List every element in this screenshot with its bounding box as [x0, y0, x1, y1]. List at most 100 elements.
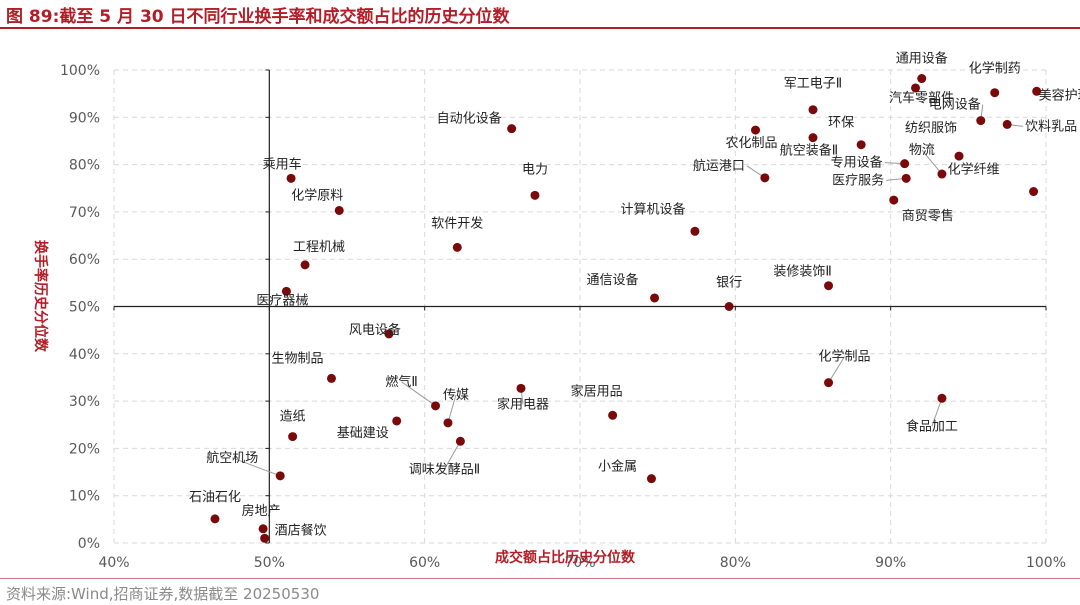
data-label: 电力: [522, 162, 548, 177]
y-axis-label: 换手率历史分位数: [32, 240, 49, 353]
data-point: [690, 226, 700, 236]
data-point: [443, 418, 453, 428]
data-label: 软件开发: [431, 215, 483, 231]
data-point: [288, 432, 298, 442]
data-label: 化学制药: [969, 61, 1021, 77]
x-tick-label: 50%: [254, 555, 285, 571]
data-point: [937, 169, 947, 179]
leader-line: [931, 398, 943, 427]
y-tick-label: 60%: [69, 252, 100, 268]
data-point: [384, 329, 394, 339]
data-point: [286, 173, 296, 183]
y-tick-label: 100%: [60, 63, 100, 79]
data-label: 专用设备: [831, 155, 883, 171]
data-label: 小金属: [598, 459, 637, 475]
data-label: 军工电子Ⅱ: [784, 77, 842, 92]
leader-line: [401, 381, 436, 407]
data-point: [856, 140, 866, 150]
data-point: [976, 116, 986, 126]
x-tick-label: 100%: [1026, 555, 1066, 571]
leader-line: [232, 457, 281, 477]
title-rule: [0, 27, 1080, 29]
data-point: [1029, 187, 1039, 197]
data-label: 家用电器: [497, 396, 549, 412]
y-tick-label: 10%: [69, 489, 100, 505]
data-label: 航运港口: [693, 158, 745, 174]
leader-lines: [232, 104, 1024, 477]
x-tick-label: 40%: [98, 555, 129, 571]
y-tick-label: 40%: [69, 347, 100, 363]
figure-title: 图 89:截至 5 月 30 日不同行业换手率和成交额占比的历史分位数: [6, 7, 510, 27]
data-label: 医疗服务: [832, 172, 884, 188]
data-label: 燃气Ⅱ: [385, 374, 417, 390]
data-point: [1002, 119, 1012, 129]
data-point: [452, 242, 462, 252]
data-point: [334, 205, 344, 215]
data-points: [210, 74, 1042, 543]
data-label: 乘用车: [263, 156, 302, 172]
y-tick-label: 80%: [69, 158, 100, 174]
data-point: [530, 190, 540, 200]
data-label: 美容护理: [1039, 87, 1080, 103]
data-label: 通信设备: [587, 272, 639, 288]
data-label: 基础建设: [337, 426, 389, 441]
data-label: 工程机械: [293, 240, 345, 255]
data-label: 银行: [716, 276, 742, 291]
data-point: [608, 410, 618, 420]
data-label: 航空机场: [206, 450, 258, 466]
source-note: 资料来源:Wind,招商证券,数据截至 20250530: [6, 585, 320, 603]
data-label: 生物制品: [271, 351, 323, 366]
data-point: [724, 302, 734, 311]
data-label: 饮料乳品: [1025, 119, 1077, 134]
x-tick-label: 80%: [720, 555, 751, 571]
data-point: [507, 124, 517, 134]
leader-line: [447, 394, 457, 423]
data-point: [760, 173, 770, 183]
data-point: [431, 401, 441, 411]
data-point: [824, 378, 834, 388]
data-point: [516, 383, 526, 393]
data-point: [455, 436, 465, 446]
data-label: 家居用品: [571, 383, 623, 399]
x-tick-label: 60%: [409, 555, 440, 571]
data-point: [937, 393, 947, 403]
leader-line: [828, 356, 845, 383]
data-label: 环保: [828, 116, 854, 131]
leader-line: [443, 441, 461, 470]
data-point: [275, 471, 285, 481]
x-tick-label: 70%: [564, 555, 595, 571]
data-label: 商贸零售: [902, 208, 954, 224]
data-label: 传媒: [443, 388, 469, 403]
data-label: 航空装备Ⅱ: [780, 143, 838, 159]
data-point: [824, 281, 834, 291]
data-point: [646, 474, 656, 484]
data-label: 调味发酵品Ⅱ: [409, 461, 480, 477]
data-label: 石油石化: [189, 490, 241, 505]
axes: [113, 69, 1047, 544]
data-point: [889, 195, 899, 205]
data-label: 农化制品: [726, 136, 778, 151]
data-point: [300, 260, 310, 270]
data-label: 食品加工: [906, 418, 958, 434]
data-label: 风电设备: [349, 322, 401, 338]
data-point: [990, 88, 1000, 98]
data-label: 化学原料: [291, 187, 343, 203]
data-point: [900, 159, 910, 169]
data-point: [260, 533, 270, 543]
data-point: [751, 125, 761, 135]
y-tick-label: 90%: [69, 110, 100, 126]
data-label: 电网设备: [929, 97, 981, 113]
data-label: 医疗器械: [256, 293, 308, 308]
data-point: [911, 83, 921, 93]
x-axis-label: 成交额占比历史分位数: [495, 549, 636, 566]
data-label: 计算机设备: [620, 201, 685, 217]
data-label: 造纸: [280, 410, 306, 425]
data-point: [954, 151, 964, 161]
data-point: [258, 524, 268, 534]
data-point: [326, 373, 336, 383]
data-point: [808, 105, 818, 115]
y-tick-label: 30%: [69, 394, 100, 410]
y-tick-label: 50%: [69, 300, 100, 316]
